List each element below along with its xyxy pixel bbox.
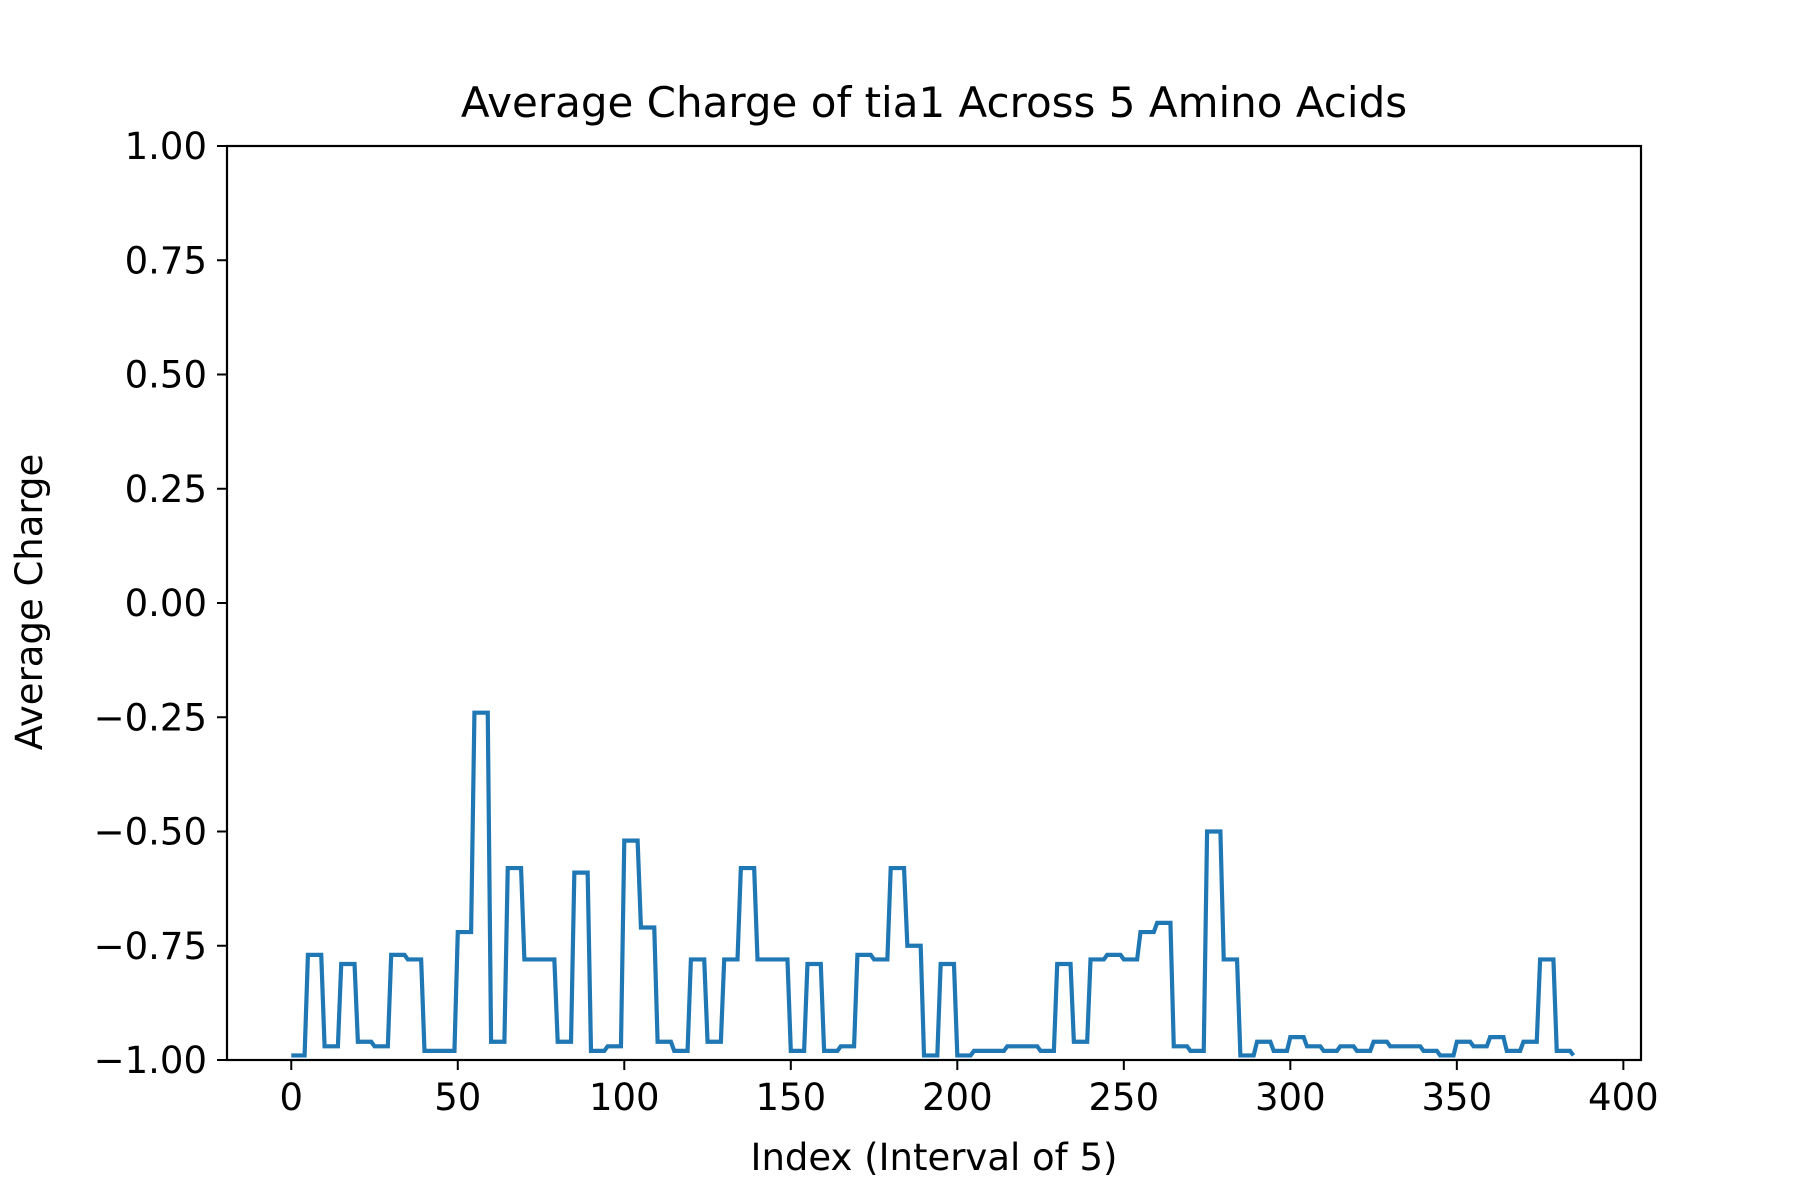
y-tick-label: 0.00 (125, 582, 207, 625)
x-tick-label: 0 (279, 1076, 303, 1119)
chart-title: Average Charge of tia1 Across 5 Amino Ac… (461, 78, 1407, 127)
y-axis-label: Average Charge (8, 454, 51, 750)
y-tick-label: 0.75 (125, 239, 207, 282)
x-axis-label: Index (Interval of 5) (751, 1136, 1118, 1179)
y-tick-label: −1.00 (94, 1039, 207, 1082)
x-tick-label: 200 (922, 1076, 993, 1119)
x-tick-label: 400 (1588, 1076, 1659, 1119)
y-tick-label: 1.00 (125, 125, 207, 168)
y-axis-ticks: 1.00 0.75 0.50 0.25 0.00 −0.25 −0.50 −0.75 −1.00 (94, 125, 227, 1082)
x-tick-label: 50 (434, 1076, 481, 1119)
y-tick-label: 0.50 (125, 354, 207, 397)
plot-frame (225, 144, 1643, 1062)
y-tick-label: −0.50 (94, 811, 207, 854)
x-tick-label: 300 (1255, 1076, 1326, 1119)
series-layer (291, 710, 1576, 1058)
x-tick-label: 150 (755, 1076, 826, 1119)
x-tick-label: 250 (1089, 1076, 1160, 1119)
x-axis-ticks: 0 50 100 150 200 250 300 350 400 (279, 1060, 1659, 1119)
y-tick-label: −0.25 (94, 696, 207, 739)
series-line (291, 710, 1576, 1058)
y-tick-label: 0.25 (125, 468, 207, 511)
x-tick-label: 350 (1422, 1076, 1493, 1119)
x-tick-label: 100 (589, 1076, 660, 1119)
y-tick-label: −0.75 (94, 925, 207, 968)
